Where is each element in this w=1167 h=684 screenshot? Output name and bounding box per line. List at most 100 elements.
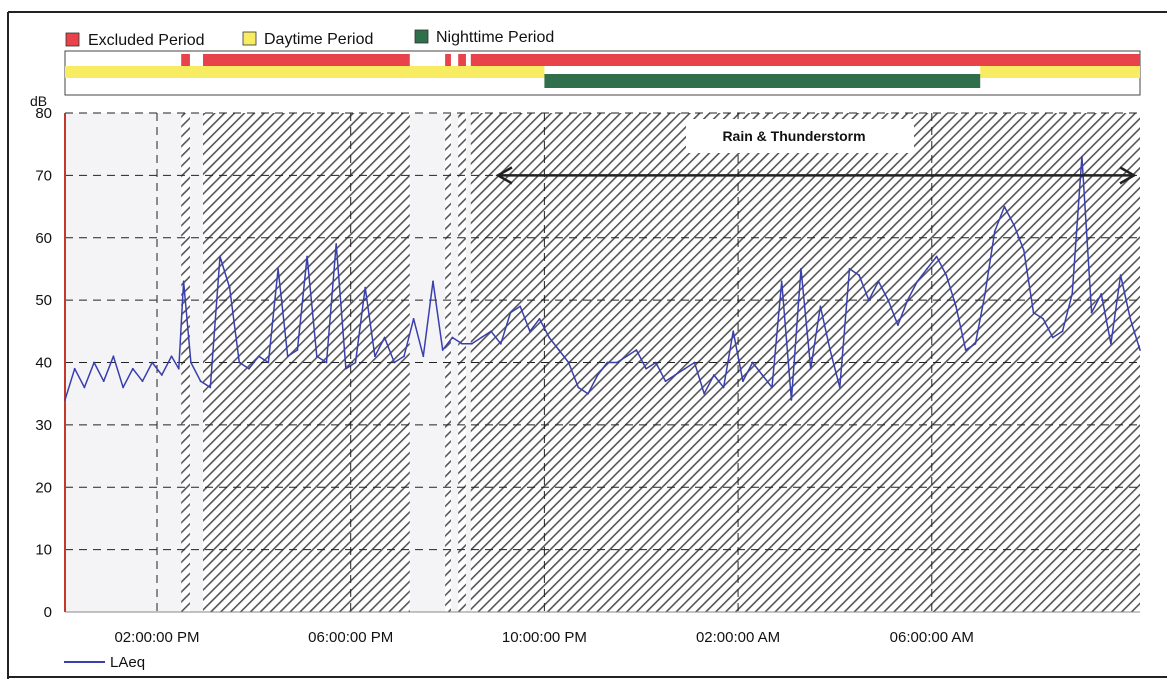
data-point-108 — [1100, 292, 1103, 295]
y-tick-label-30: 30 — [35, 417, 52, 434]
data-point-83 — [858, 274, 861, 277]
data-point-41 — [451, 336, 454, 339]
data-point-28 — [325, 361, 328, 364]
data-point-34 — [383, 336, 386, 339]
data-point-105 — [1071, 292, 1074, 295]
series-points-laeq — [64, 155, 1141, 401]
data-point-65 — [683, 367, 686, 370]
y-tick-label-60: 60 — [35, 230, 52, 247]
data-point-8 — [141, 380, 144, 383]
annotation-label: Rain & Thunderstorm — [722, 128, 865, 144]
data-point-46 — [499, 342, 502, 345]
data-point-99 — [1013, 224, 1015, 227]
data-point-62 — [654, 361, 657, 364]
data-point-7 — [131, 367, 134, 370]
rain-annotation: Rain & Thunderstorm — [495, 119, 1137, 185]
data-point-21 — [257, 355, 260, 358]
data-point-97 — [993, 230, 996, 233]
period-bar-excluded-2 — [445, 54, 451, 66]
y-tick-label-40: 40 — [35, 355, 52, 372]
y-tick-label-70: 70 — [35, 167, 52, 184]
x-tick-label-2: 10:00:00 PM — [502, 629, 587, 646]
data-point-38 — [422, 355, 425, 358]
data-point-87 — [896, 324, 899, 326]
data-point-84 — [867, 299, 870, 302]
data-point-96 — [984, 292, 986, 295]
data-point-88 — [906, 299, 909, 302]
data-point-45 — [490, 330, 493, 333]
x-tick-label-3: 02:00:00 AM — [696, 629, 780, 646]
data-point-102 — [1042, 317, 1045, 320]
data-point-37 — [412, 317, 415, 320]
legend-label-excluded: Excluded Period — [88, 32, 205, 49]
period-bar-excluded-3 — [458, 54, 466, 66]
data-point-56 — [596, 374, 599, 376]
data-point-72 — [751, 361, 754, 364]
arrow-head-left — [495, 166, 513, 185]
y-ticks: 0 10 20 30 40 50 60 70 80 — [35, 105, 52, 621]
data-point-112 — [1139, 349, 1141, 351]
data-point-43 — [470, 342, 473, 345]
data-point-78 — [809, 367, 812, 370]
legend-label-daytime: Daytime Period — [264, 31, 373, 48]
data-point-26 — [306, 255, 309, 258]
data-point-48 — [519, 305, 522, 308]
data-point-30 — [344, 367, 347, 370]
y-tick-label-10: 10 — [35, 542, 52, 559]
y-tick-label-0: 0 — [44, 604, 52, 621]
period-bar-excluded-4 — [470, 54, 1140, 66]
data-point-35 — [393, 361, 396, 364]
data-point-104 — [1061, 330, 1064, 333]
data-point-61 — [645, 367, 647, 370]
y-tick-label-20: 20 — [35, 479, 52, 496]
data-point-57 — [606, 361, 609, 364]
period-bar-daytime-0 — [65, 66, 545, 78]
data-point-39 — [432, 280, 434, 283]
data-point-44 — [480, 336, 483, 339]
data-point-63 — [664, 380, 667, 383]
data-point-107 — [1090, 311, 1093, 314]
period-bar-excluded-0 — [181, 54, 190, 66]
data-point-6 — [122, 386, 125, 389]
data-point-24 — [286, 355, 289, 358]
data-point-64 — [674, 374, 677, 376]
data-point-110 — [1119, 274, 1122, 277]
data-point-91 — [935, 255, 938, 258]
data-point-55 — [587, 392, 589, 395]
data-point-70 — [732, 330, 735, 333]
data-point-52 — [558, 349, 560, 351]
data-point-29 — [335, 243, 338, 245]
data-point-92 — [945, 274, 948, 277]
data-point-101 — [1032, 311, 1035, 314]
annotation-box — [686, 119, 914, 153]
data-point-66 — [693, 361, 696, 364]
data-point-9 — [151, 361, 154, 364]
data-point-98 — [1003, 205, 1006, 208]
data-point-23 — [277, 268, 279, 270]
data-point-67 — [703, 392, 706, 395]
data-point-71 — [742, 380, 744, 383]
data-point-13 — [182, 280, 185, 283]
data-point-86 — [887, 299, 890, 302]
data-point-111 — [1129, 317, 1132, 320]
data-point-73 — [761, 374, 764, 376]
period-bar-nighttime-0 — [544, 74, 981, 88]
data-point-60 — [635, 349, 638, 351]
data-point-18 — [228, 286, 231, 289]
period-bar-daytime-1 — [980, 66, 1140, 78]
data-point-90 — [926, 268, 928, 270]
data-point-79 — [819, 305, 822, 308]
period-legend: Excluded Period Daytime Period Nighttime… — [65, 29, 554, 49]
data-point-53 — [567, 361, 570, 364]
data-point-49 — [528, 330, 531, 333]
data-point-5 — [112, 355, 115, 358]
data-point-68 — [712, 374, 715, 376]
data-point-19 — [238, 361, 241, 364]
data-point-109 — [1110, 342, 1112, 345]
excluded-region-4 — [470, 113, 1140, 612]
legend-swatch-nighttime — [414, 29, 429, 44]
data-point-58 — [616, 361, 618, 364]
data-point-51 — [548, 336, 551, 339]
data-point-10 — [160, 374, 163, 376]
